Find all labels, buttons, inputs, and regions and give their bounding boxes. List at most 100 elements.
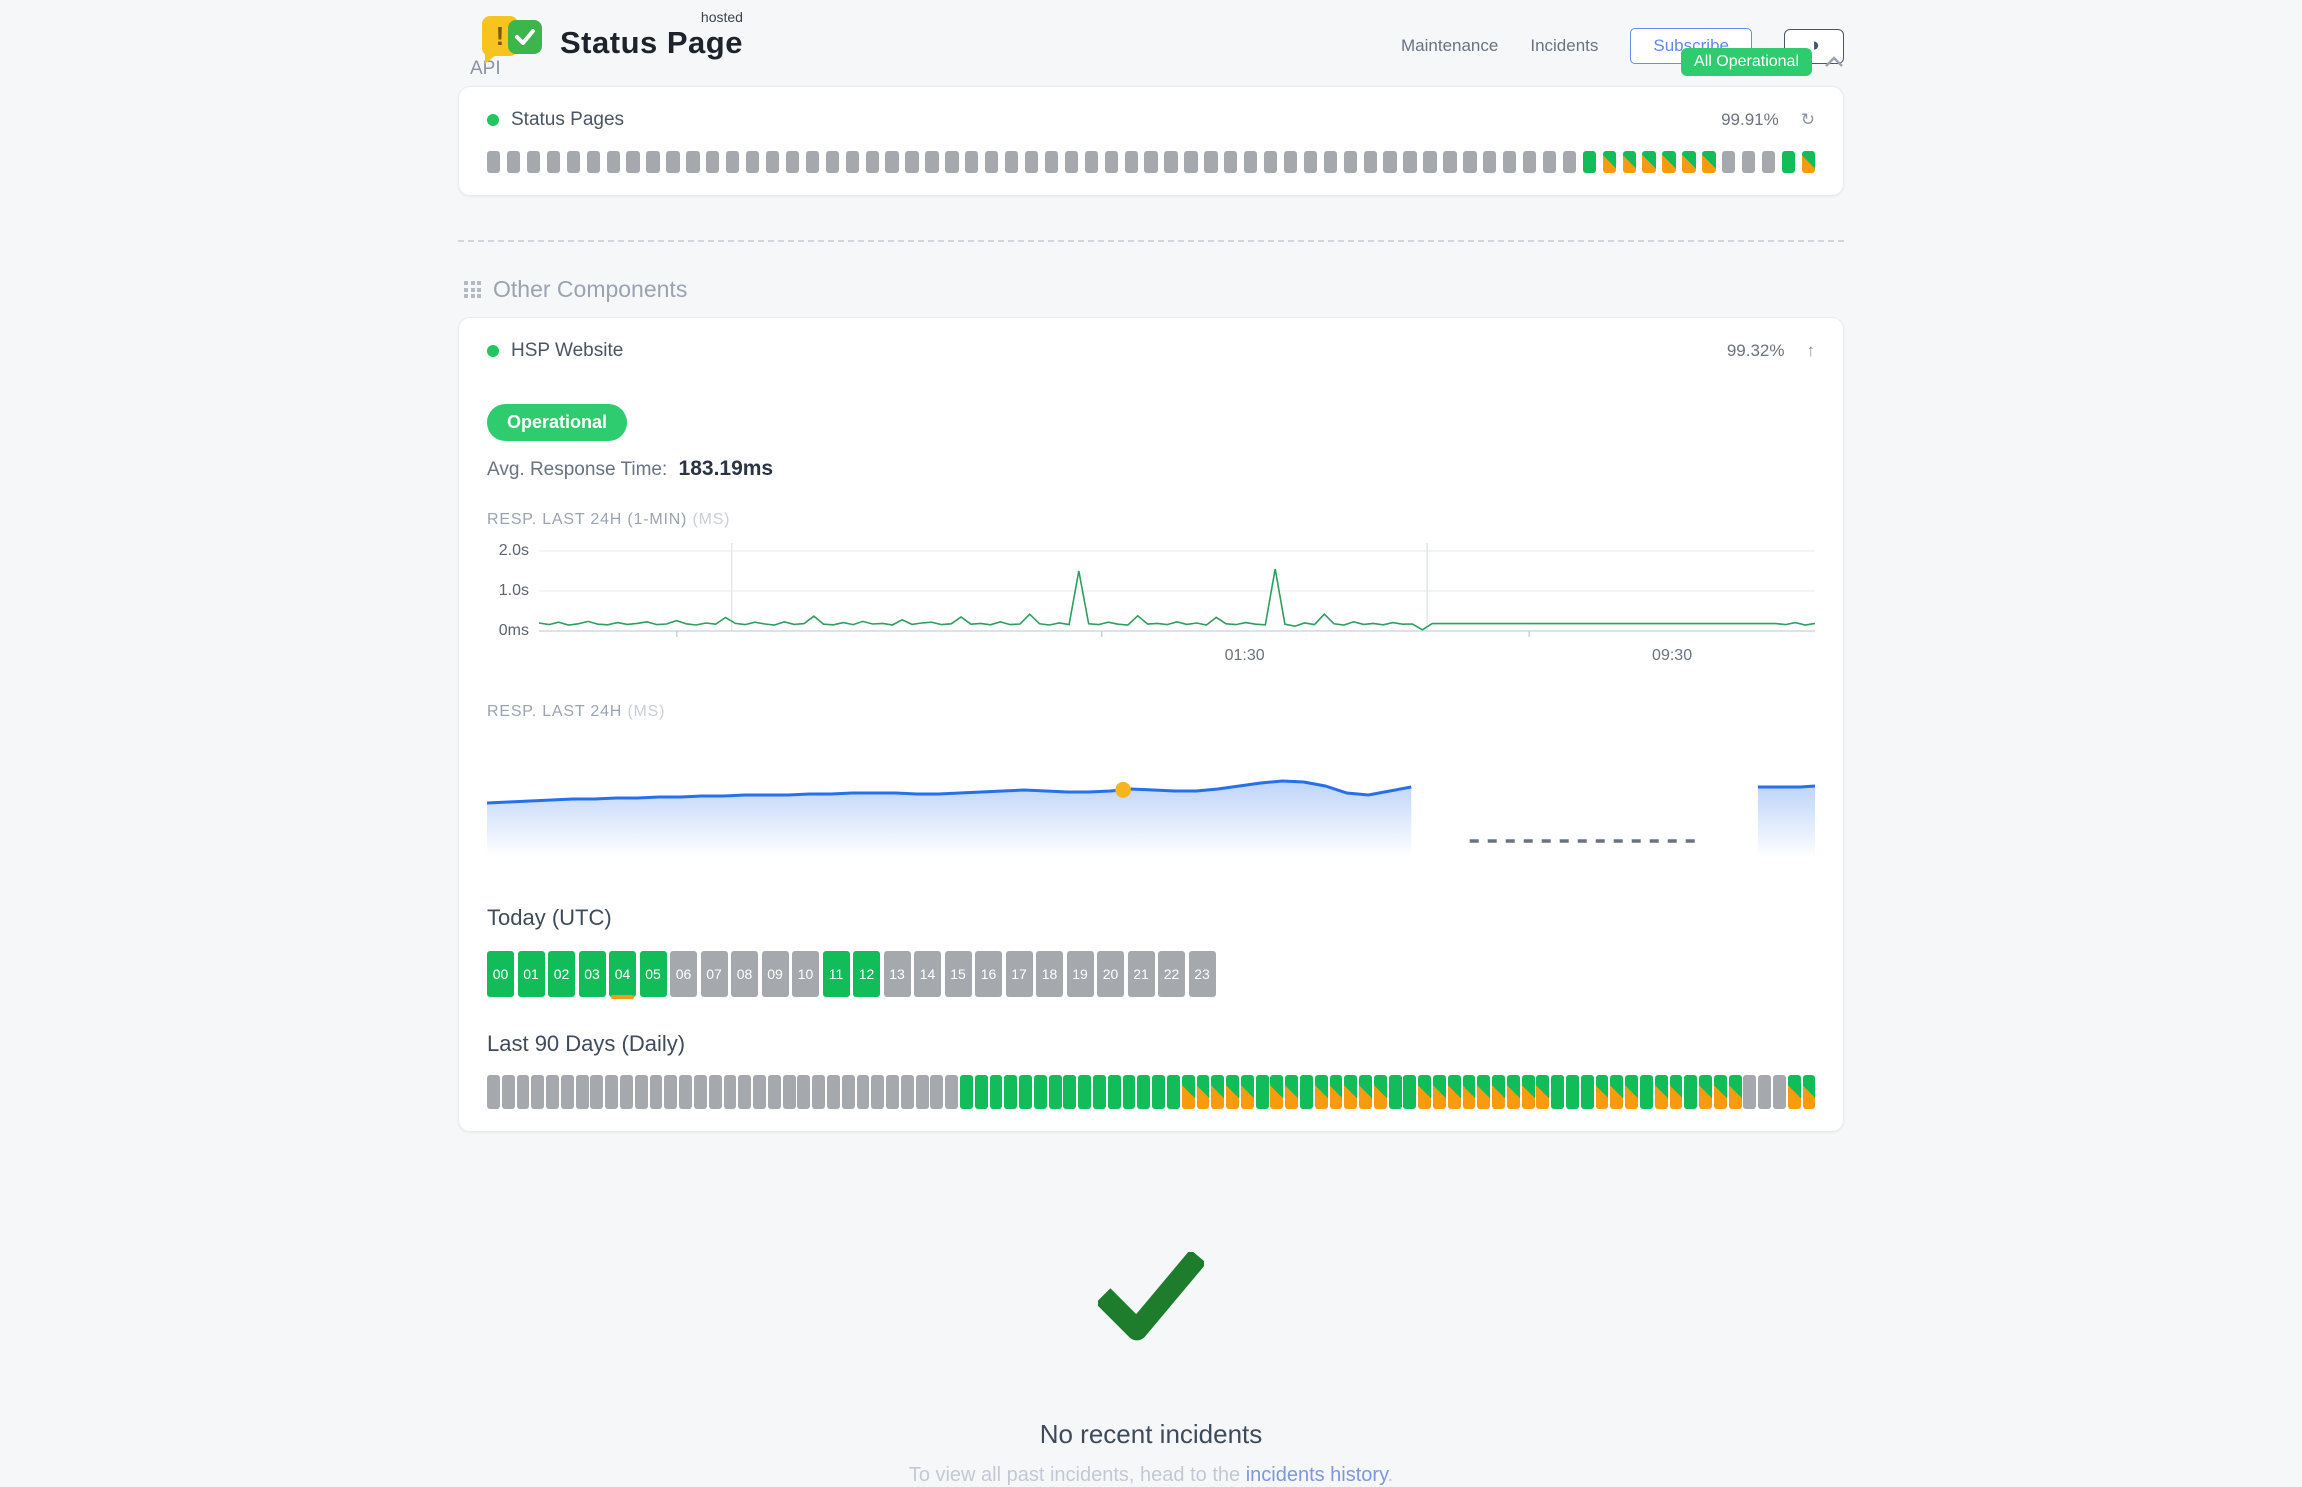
day-bar[interactable] (1093, 1075, 1106, 1109)
day-bar[interactable] (1285, 1075, 1299, 1109)
uptime-bar[interactable] (1682, 151, 1696, 173)
day-bar[interactable] (575, 1075, 589, 1109)
day-bar[interactable] (693, 1075, 707, 1109)
uptime-bar[interactable] (566, 151, 581, 173)
incidents-history-link[interactable]: incidents history (1245, 1464, 1388, 1486)
component-status-pages[interactable]: Status Pages (487, 109, 624, 131)
day-bar[interactable] (1240, 1075, 1254, 1109)
uptime-bar[interactable] (1224, 151, 1238, 173)
uptime-bar[interactable] (1184, 151, 1198, 173)
uptime-bar[interactable] (1383, 151, 1397, 173)
uptime-bar[interactable] (765, 151, 780, 173)
day-bar[interactable] (1787, 1075, 1801, 1109)
uptime-bar[interactable] (1104, 151, 1118, 173)
uptime-bar[interactable] (1244, 151, 1258, 173)
hour-block-07[interactable]: 07 (700, 951, 728, 997)
day-bar[interactable] (1019, 1075, 1033, 1109)
hour-block-15[interactable]: 15 (944, 951, 972, 997)
day-bar[interactable] (1462, 1075, 1476, 1109)
day-bar[interactable] (841, 1075, 855, 1109)
day-bar[interactable] (1329, 1075, 1343, 1109)
uptime-bar[interactable] (706, 151, 720, 173)
day-bar[interactable] (826, 1075, 840, 1109)
day-bar[interactable] (782, 1075, 796, 1109)
uptime-bar[interactable] (487, 151, 501, 173)
uptime-bar[interactable] (1144, 151, 1158, 173)
uptime-bar[interactable] (1064, 151, 1079, 173)
hour-block-03[interactable]: 03 (578, 951, 606, 997)
day-bar[interactable] (1166, 1075, 1180, 1109)
hour-block-13[interactable]: 13 (883, 951, 911, 997)
day-bar[interactable] (886, 1075, 899, 1109)
uptime-bar[interactable] (1503, 151, 1517, 173)
uptime-bar[interactable] (885, 151, 899, 173)
day-bar[interactable] (634, 1075, 648, 1109)
uptime-bar[interactable] (526, 151, 541, 173)
day-bar[interactable] (1610, 1075, 1624, 1109)
uptime-bar[interactable] (1044, 151, 1059, 173)
day-bar[interactable] (1048, 1075, 1062, 1109)
uptime-bar[interactable] (1403, 151, 1417, 173)
day-bar[interactable] (1536, 1075, 1550, 1109)
hour-block-23[interactable]: 23 (1188, 951, 1216, 997)
uptime-bar[interactable] (1164, 151, 1178, 173)
day-bar[interactable] (1344, 1075, 1358, 1109)
day-bar[interactable] (1625, 1075, 1639, 1109)
day-bar[interactable] (1226, 1075, 1239, 1109)
day-bar[interactable] (531, 1075, 545, 1109)
hour-block-06[interactable]: 06 (670, 951, 697, 997)
hour-block-12[interactable]: 12 (853, 951, 880, 997)
uptime-bar[interactable] (1762, 151, 1776, 173)
uptime-bar[interactable] (1443, 151, 1457, 173)
uptime-bar[interactable] (1742, 151, 1756, 173)
uptime-bar[interactable] (646, 151, 660, 173)
hour-block-08[interactable]: 08 (731, 951, 758, 997)
day-bar[interactable] (1270, 1075, 1284, 1109)
uptime-bar[interactable] (1582, 151, 1597, 173)
uptime-bar[interactable] (965, 151, 979, 173)
day-bar[interactable] (930, 1075, 944, 1109)
hour-block-20[interactable]: 20 (1097, 951, 1124, 997)
day-bar[interactable] (974, 1075, 988, 1109)
day-bar[interactable] (960, 1075, 973, 1109)
day-bar[interactable] (856, 1075, 870, 1109)
uptime-bar[interactable] (1483, 151, 1497, 173)
day-bar[interactable] (1418, 1075, 1432, 1109)
uptime-bar[interactable] (825, 151, 839, 173)
day-bar[interactable] (679, 1075, 693, 1109)
collapse-chevron-icon[interactable] (1824, 56, 1844, 68)
uptime-bar[interactable] (506, 151, 521, 173)
hour-block-02[interactable]: 02 (548, 951, 575, 997)
uptime-bar[interactable] (845, 151, 859, 173)
day-bar[interactable] (1211, 1075, 1225, 1109)
uptime-bar[interactable] (865, 151, 879, 173)
uptime-bar[interactable] (1263, 151, 1278, 173)
day-bar[interactable] (1669, 1075, 1683, 1109)
component-hsp-website[interactable]: HSP Website (487, 340, 623, 362)
uptime-bar[interactable] (1781, 151, 1796, 173)
uptime-bar[interactable] (546, 151, 561, 173)
day-bar[interactable] (1314, 1075, 1328, 1109)
refresh-icon[interactable]: ↻ (1800, 110, 1815, 129)
day-bar[interactable] (1699, 1075, 1712, 1109)
day-bar[interactable] (708, 1075, 722, 1109)
day-bar[interactable] (1551, 1075, 1565, 1109)
day-bar[interactable] (989, 1075, 1003, 1109)
day-bar[interactable] (1743, 1075, 1757, 1109)
day-bar[interactable] (1181, 1075, 1195, 1109)
day-bar[interactable] (1078, 1075, 1092, 1109)
uptime-bar[interactable] (1323, 151, 1338, 173)
day-bar[interactable] (767, 1075, 781, 1109)
hour-block-19[interactable]: 19 (1066, 951, 1094, 997)
day-bar[interactable] (1447, 1075, 1461, 1109)
day-bar[interactable] (1492, 1075, 1506, 1109)
day-bar[interactable] (590, 1075, 604, 1109)
day-bar[interactable] (1373, 1075, 1387, 1109)
uptime-bar[interactable] (726, 151, 740, 173)
day-bar[interactable] (1477, 1075, 1491, 1109)
uptime-bar[interactable] (945, 151, 959, 173)
day-bar[interactable] (945, 1075, 959, 1109)
uptime-bar[interactable] (1124, 151, 1138, 173)
day-bar[interactable] (915, 1075, 929, 1109)
day-bar[interactable] (560, 1075, 574, 1109)
